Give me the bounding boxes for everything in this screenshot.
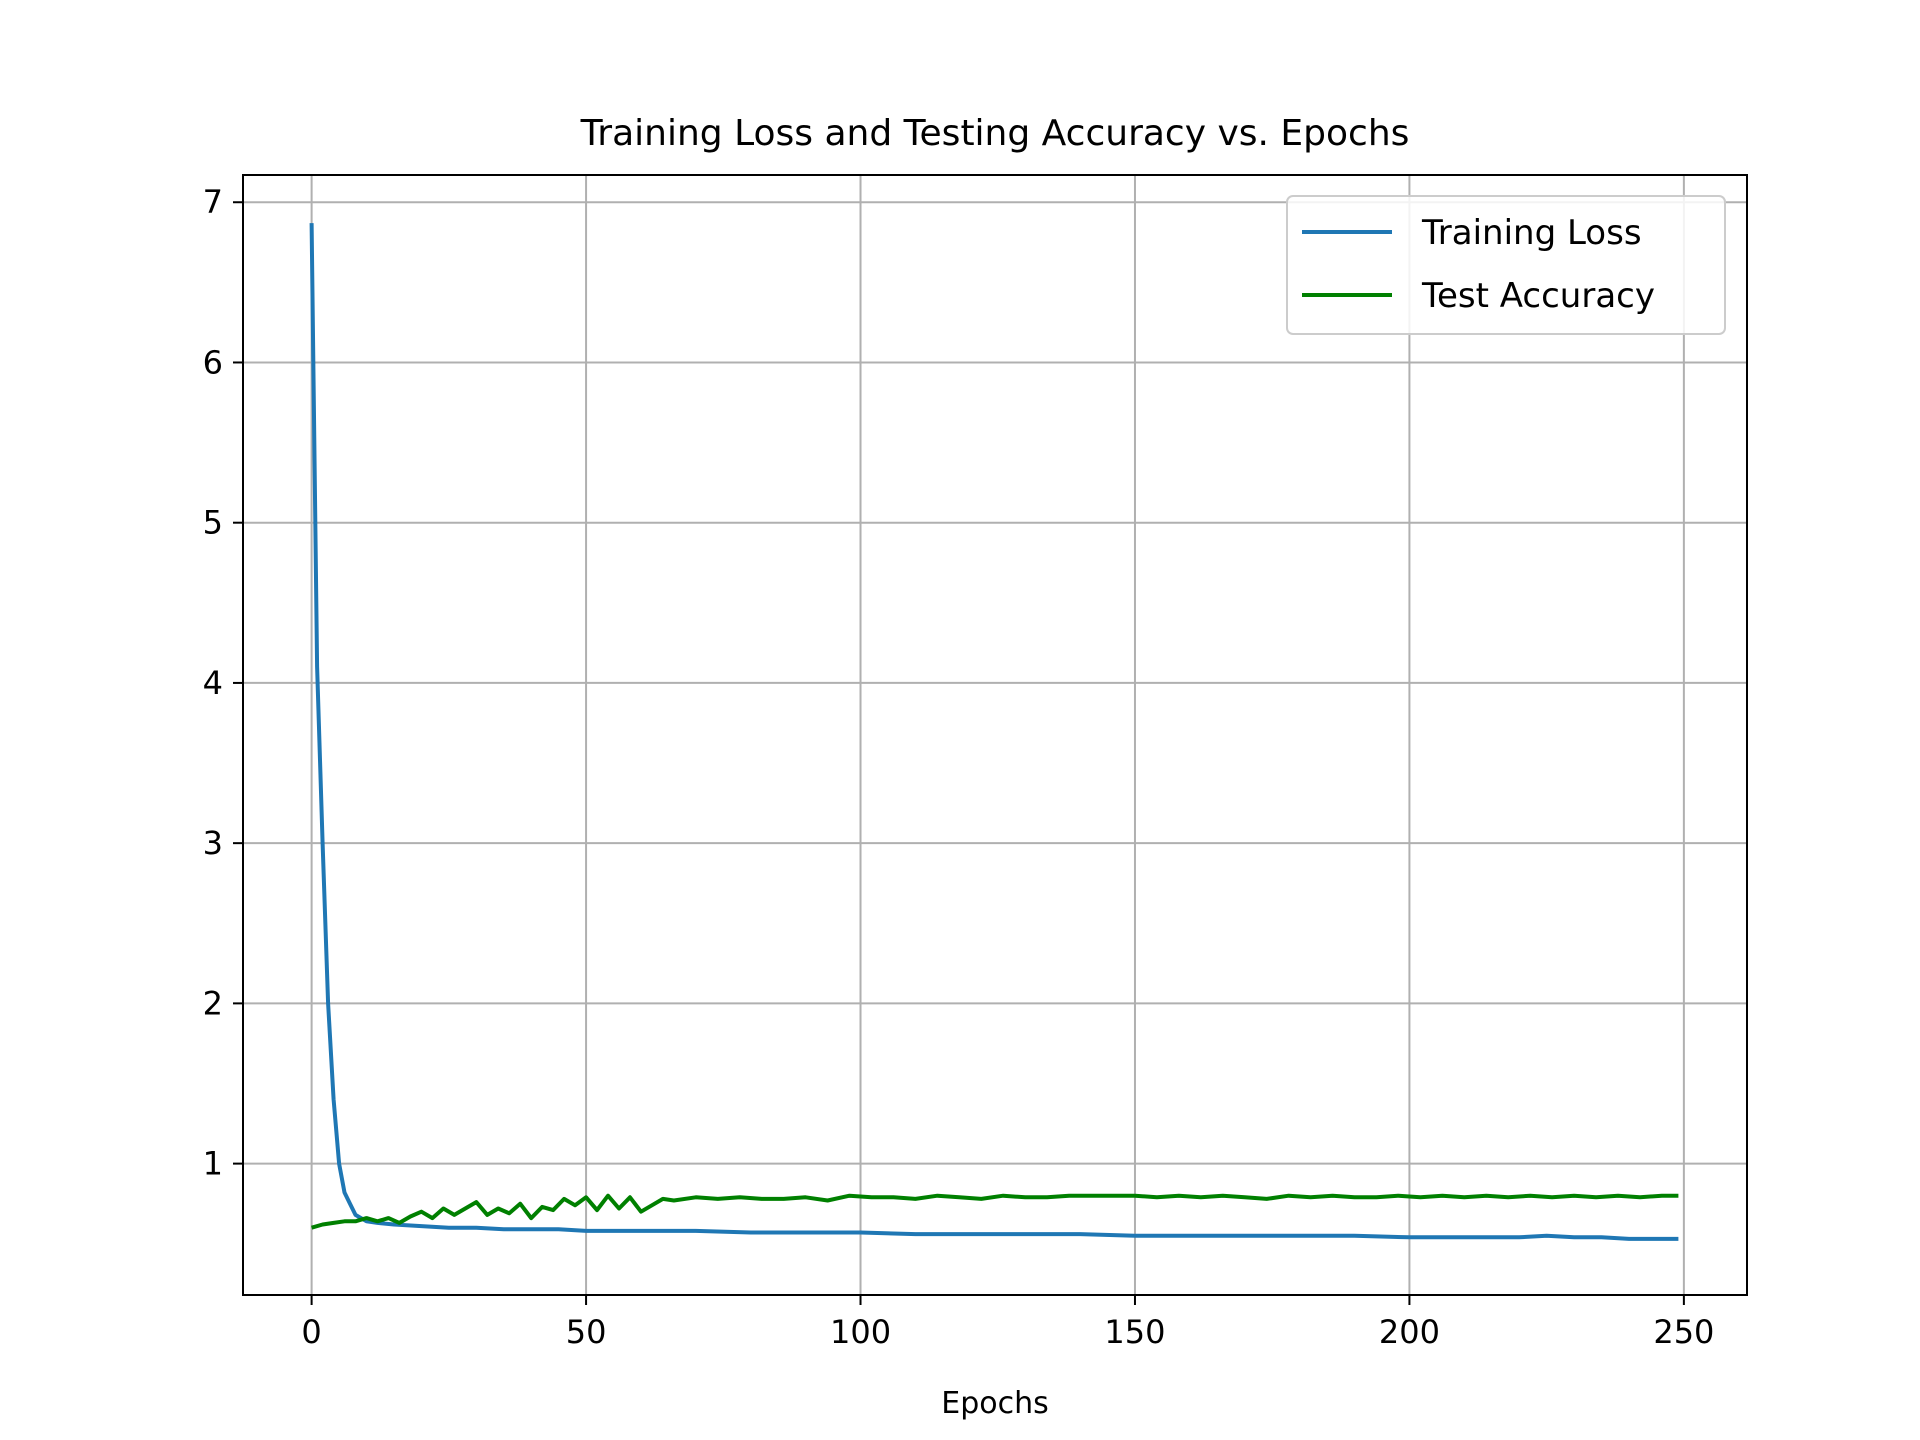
y-tick-label: 5	[203, 504, 223, 542]
plot-frame	[242, 174, 1748, 1296]
legend-label: Test Accuracy	[1421, 276, 1655, 316]
x-axis-label: Epochs	[941, 1386, 1049, 1421]
x-tick-label: 0	[301, 1313, 321, 1351]
y-tick-label: 6	[203, 343, 223, 381]
series-line-test-accuracy	[311, 1193, 1679, 1230]
legend: Training Loss Test Accuracy	[1286, 195, 1726, 335]
grid	[243, 175, 1747, 1295]
y-tick-label: 2	[203, 984, 223, 1022]
x-tick-label: 150	[1104, 1313, 1165, 1351]
x-tick-label: 200	[1379, 1313, 1440, 1351]
y-tick-label: 7	[203, 183, 223, 221]
legend-label: Training Loss	[1421, 213, 1642, 253]
series-line-training-loss	[309, 223, 1679, 1241]
y-tick-label: 4	[203, 664, 223, 702]
legend-box	[1286, 195, 1726, 335]
series-layer	[309, 223, 1679, 1241]
chart-title: Training Loss and Testing Accuracy vs. E…	[580, 113, 1410, 154]
y-tick-label: 3	[203, 824, 223, 862]
x-tick-label: 250	[1653, 1313, 1714, 1351]
x-tick-label: 50	[566, 1313, 607, 1351]
y-tick-label: 1	[203, 1145, 223, 1183]
ticks: 0 50 100 150 200 250 1 2 3 4 5 6 7	[203, 183, 1715, 1351]
x-tick-label: 100	[830, 1313, 891, 1351]
